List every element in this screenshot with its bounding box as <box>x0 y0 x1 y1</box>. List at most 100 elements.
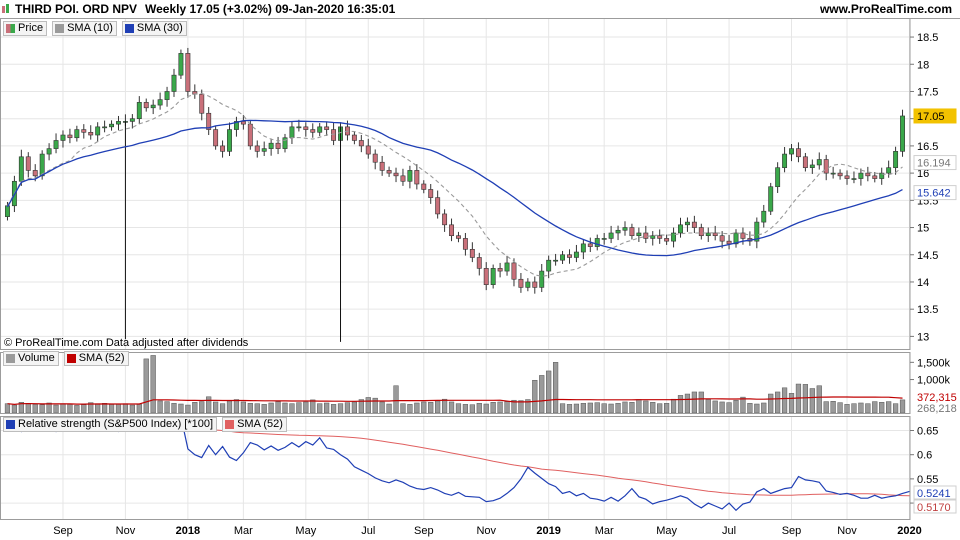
volume-bar[interactable] <box>11 404 18 414</box>
volume-bar[interactable] <box>206 396 212 414</box>
volume-bar[interactable] <box>74 405 80 414</box>
volume-bar[interactable] <box>448 401 455 414</box>
volume-bar[interactable] <box>886 401 892 414</box>
volume-bar[interactable] <box>691 391 697 414</box>
candle[interactable] <box>428 184 434 204</box>
candle[interactable] <box>206 106 212 136</box>
volume-bar[interactable] <box>879 402 885 414</box>
volume-bar[interactable] <box>261 404 267 414</box>
candle[interactable] <box>129 114 135 129</box>
candle[interactable] <box>643 225 649 244</box>
volume-bar[interactable] <box>296 402 302 414</box>
candle[interactable] <box>164 86 170 107</box>
site-link[interactable]: www.ProRealTime.com <box>819 2 952 16</box>
candle[interactable] <box>872 172 878 183</box>
volume-bar[interactable] <box>566 404 573 414</box>
candle[interactable] <box>573 244 579 263</box>
volume-bar[interactable] <box>476 403 482 414</box>
volume-bar[interactable] <box>386 403 392 414</box>
volume-bar[interactable] <box>129 404 135 414</box>
candle[interactable] <box>525 278 531 292</box>
volume-bar[interactable] <box>747 403 753 414</box>
candle[interactable] <box>240 115 246 130</box>
candle[interactable] <box>358 135 364 153</box>
volume-bar[interactable] <box>344 402 351 414</box>
volume-bar[interactable] <box>816 385 822 414</box>
candle[interactable] <box>74 125 80 142</box>
candle[interactable] <box>289 121 295 144</box>
volume-bar[interactable] <box>101 403 108 414</box>
candle[interactable] <box>268 138 274 156</box>
volume-bar[interactable] <box>587 402 593 414</box>
candle[interactable] <box>893 146 899 175</box>
volume-bar[interactable] <box>497 401 503 414</box>
volume-bar[interactable] <box>483 403 489 414</box>
volume-bar[interactable] <box>490 402 496 414</box>
volume-bar[interactable] <box>899 399 906 414</box>
candle[interactable] <box>456 231 461 243</box>
candle[interactable] <box>705 227 711 242</box>
volume-bar[interactable] <box>462 404 469 414</box>
candle[interactable] <box>95 122 101 143</box>
volume-bar[interactable] <box>712 400 718 414</box>
volume-bar[interactable] <box>539 375 545 414</box>
volume-bar[interactable] <box>601 403 607 414</box>
candle[interactable] <box>768 182 774 216</box>
volume-bar[interactable] <box>303 401 309 414</box>
volume-bar[interactable] <box>268 402 274 414</box>
candle[interactable] <box>671 227 677 248</box>
legend-volume[interactable]: Volume <box>3 350 59 366</box>
candle[interactable] <box>490 264 496 289</box>
volume-bar[interactable] <box>698 391 704 414</box>
candle[interactable] <box>698 223 704 240</box>
candle[interactable] <box>560 250 565 265</box>
candle[interactable] <box>150 99 156 115</box>
volume-bar[interactable] <box>580 403 586 414</box>
volume-bar[interactable] <box>317 403 323 414</box>
candle[interactable] <box>789 143 794 162</box>
volume-bar[interactable] <box>705 399 711 414</box>
volume-bar[interactable] <box>39 404 45 414</box>
candle[interactable] <box>421 180 427 194</box>
volume-bar[interactable] <box>761 402 767 414</box>
candle[interactable] <box>622 221 628 236</box>
candle[interactable] <box>837 169 843 180</box>
volume-bar[interactable] <box>677 395 684 414</box>
candle[interactable] <box>809 159 815 174</box>
legend-sma30[interactable]: SMA (30) <box>121 20 187 36</box>
candle[interactable] <box>102 120 108 133</box>
candle[interactable] <box>213 125 219 150</box>
candle[interactable] <box>733 229 739 248</box>
candle[interactable] <box>261 141 267 156</box>
volume-bar[interactable] <box>664 403 670 414</box>
volume-bar[interactable] <box>830 401 836 414</box>
volume-bar[interactable] <box>643 400 649 414</box>
volume-bar[interactable] <box>552 362 559 414</box>
candle[interactable] <box>650 231 656 246</box>
candle[interactable] <box>317 123 323 137</box>
volume-bar[interactable] <box>240 401 246 414</box>
candle[interactable] <box>636 227 642 242</box>
volume-bar[interactable] <box>573 403 580 414</box>
volume-bar[interactable] <box>407 404 413 414</box>
candle[interactable] <box>816 152 822 170</box>
volume-bar[interactable] <box>324 402 330 414</box>
candle[interactable] <box>504 255 510 276</box>
candle[interactable] <box>615 225 621 241</box>
volume-bar[interactable] <box>115 403 122 414</box>
candle[interactable] <box>587 237 593 253</box>
volume-bar[interactable] <box>726 402 732 414</box>
volume-bar[interactable] <box>608 403 614 414</box>
volume-bar[interactable] <box>629 402 635 414</box>
volume-bar[interactable] <box>504 401 510 414</box>
candle[interactable] <box>393 167 399 183</box>
candle[interactable] <box>691 215 697 233</box>
candle[interactable] <box>220 140 226 158</box>
candle[interactable] <box>60 130 66 148</box>
candle[interactable] <box>414 164 420 190</box>
volume-bar[interactable] <box>754 403 760 414</box>
volume-bar[interactable] <box>851 403 857 414</box>
candle[interactable] <box>157 92 163 110</box>
volume-bar[interactable] <box>823 401 829 414</box>
volume-bar[interactable] <box>143 358 149 414</box>
